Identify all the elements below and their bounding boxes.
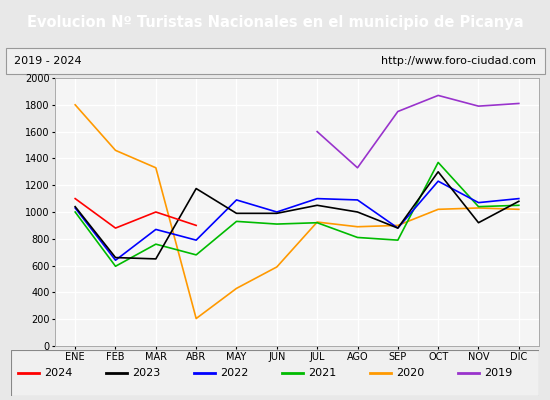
- Text: 2019: 2019: [485, 368, 513, 378]
- FancyBboxPatch shape: [11, 350, 539, 396]
- FancyBboxPatch shape: [6, 48, 544, 74]
- Text: 2021: 2021: [309, 368, 337, 378]
- Text: 2020: 2020: [397, 368, 425, 378]
- Text: 2019 - 2024: 2019 - 2024: [14, 56, 81, 66]
- Text: 2024: 2024: [45, 368, 73, 378]
- Text: 2023: 2023: [133, 368, 161, 378]
- Text: http://www.foro-ciudad.com: http://www.foro-ciudad.com: [381, 56, 536, 66]
- Text: Evolucion Nº Turistas Nacionales en el municipio de Picanya: Evolucion Nº Turistas Nacionales en el m…: [27, 16, 523, 30]
- Text: 2022: 2022: [221, 368, 249, 378]
